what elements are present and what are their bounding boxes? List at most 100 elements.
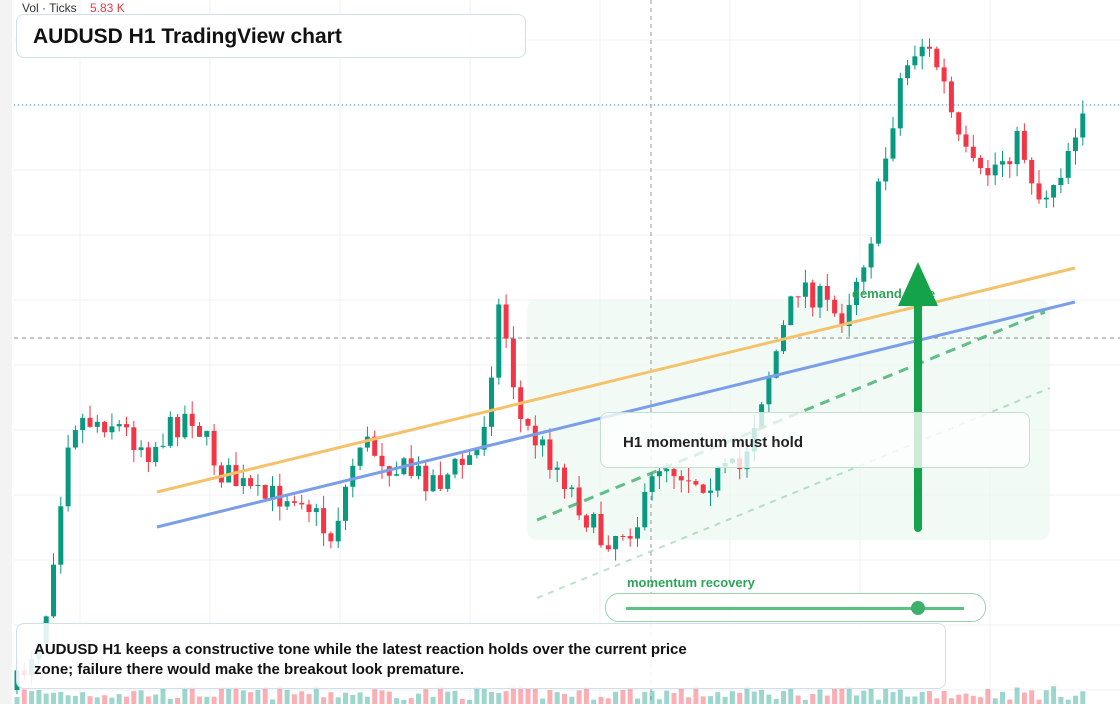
candle-body [576, 487, 582, 516]
candle-body [613, 535, 619, 550]
candle-body [978, 157, 984, 169]
candle-body [459, 458, 465, 465]
candle-body [985, 168, 991, 176]
candle-body [218, 465, 224, 483]
volume-bar [430, 696, 436, 704]
volume-bar [145, 696, 151, 704]
volume-bar [379, 690, 385, 704]
volume-bar [992, 698, 998, 704]
candle-body [299, 502, 305, 505]
candle-body [474, 449, 480, 456]
volume-bar [562, 693, 567, 704]
volume-bar [817, 689, 823, 704]
callout: H1 momentum must hold [623, 434, 804, 451]
candle-body [912, 56, 918, 66]
candle-body [620, 535, 626, 537]
volume-bar [854, 695, 859, 704]
volume-bar [299, 691, 305, 704]
candle-body [240, 478, 246, 487]
volume-bar [72, 695, 78, 704]
candle-body [255, 484, 261, 486]
volume-bar [503, 691, 509, 704]
candle-body [963, 134, 969, 147]
volume-bar [729, 691, 735, 704]
candle-body [452, 458, 458, 475]
candle-body [569, 487, 575, 490]
candle-body [350, 465, 356, 487]
callout-box: H1 momentum must hold [600, 412, 1030, 468]
candle-body [810, 282, 816, 308]
volume-bar [21, 689, 27, 704]
candle-body [394, 474, 400, 476]
volume-bar [510, 686, 516, 704]
volume-bar [839, 687, 845, 704]
candle-body [379, 455, 385, 467]
candle-body [160, 445, 166, 447]
slider-track [626, 607, 964, 610]
candle-body [189, 413, 195, 426]
volume-bar [897, 689, 903, 704]
title: AUDUSD H1 TradingView chart [33, 25, 342, 48]
candle-body [138, 447, 144, 451]
volume-bar [715, 692, 721, 704]
candle-body [51, 564, 56, 617]
volume-bar [102, 695, 108, 704]
volume-bar [1051, 686, 1057, 704]
candle-body [1036, 183, 1042, 200]
volume-bar [934, 698, 940, 704]
candle-body [678, 476, 684, 481]
volume-bar [496, 693, 502, 704]
volume-bar [941, 690, 947, 704]
volume-bar [80, 692, 86, 704]
candle-body [233, 465, 239, 487]
candle-body [1051, 185, 1057, 198]
candle-body [708, 490, 713, 493]
candle-body [605, 545, 611, 550]
volume-bar [985, 689, 991, 704]
volume-bar [291, 694, 297, 704]
candle-body [1043, 197, 1049, 200]
candle-body [664, 469, 670, 472]
candle-body [525, 419, 531, 426]
volume-bar [824, 695, 830, 704]
volume-bar [372, 689, 378, 704]
candle-body [1058, 177, 1064, 186]
volume-bar [343, 692, 348, 704]
volume-label: Vol · Ticks [22, 1, 77, 15]
volume-bar [1014, 687, 1020, 704]
candle-body [846, 305, 852, 327]
candle-body [868, 243, 874, 268]
volume-bar [94, 697, 100, 704]
volume-bar [722, 696, 728, 704]
volume-bar [1021, 692, 1027, 704]
volume-bar [532, 688, 538, 704]
candle-body [905, 65, 911, 79]
volume-bar [138, 690, 144, 704]
slider-label: momentum recovery [627, 575, 756, 590]
candle-body [897, 78, 903, 129]
volume-bar [963, 693, 969, 704]
candle-body [306, 504, 312, 513]
volume-bar [1007, 699, 1013, 704]
volume-bar [1043, 690, 1049, 704]
candle-body [1080, 113, 1086, 138]
volume-bar [182, 687, 188, 704]
candle-body [467, 455, 473, 465]
volume-bar [197, 696, 202, 704]
volume-bar [883, 688, 889, 704]
candle-body [693, 481, 699, 485]
candle-body [547, 439, 553, 470]
volume-bar [153, 694, 159, 704]
volume-bar [948, 698, 954, 704]
slider[interactable] [605, 593, 986, 622]
slider-knob[interactable] [911, 601, 925, 615]
candle-body [321, 508, 327, 534]
candle-body [715, 466, 721, 491]
volume [14, 686, 1086, 704]
candle-body [1073, 137, 1078, 151]
volume-bar [1080, 691, 1086, 704]
candle-body [124, 424, 129, 428]
volume-bar [408, 698, 414, 704]
volume-bar [255, 690, 261, 704]
candle-body [313, 508, 319, 513]
